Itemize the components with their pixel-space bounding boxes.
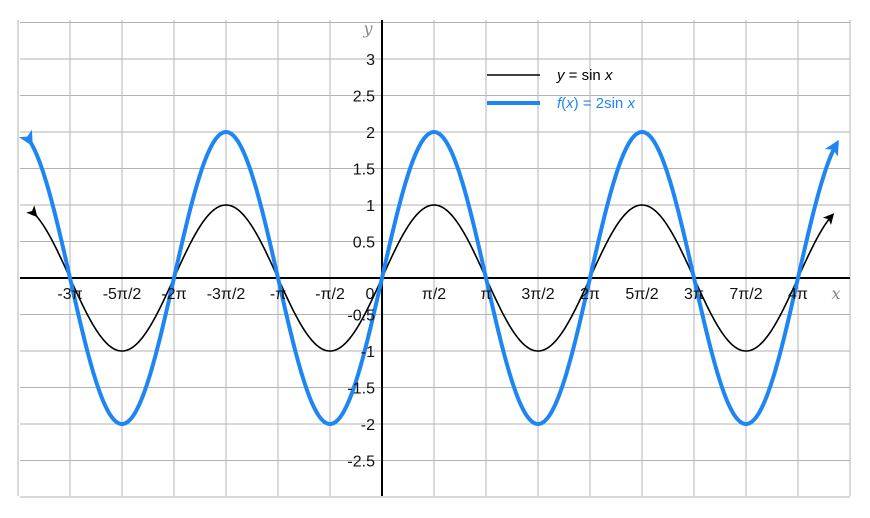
legend: y = sin x f(x) = 2sin x	[487, 67, 635, 112]
tick-labels: -3π -5π/2 -2π -3π/2 -π -π/2 0 π/2 π 3π/2 2π 5π/2 3π 7…	[57, 19, 840, 471]
y-tick-label: 1	[366, 198, 375, 215]
x-tick-label: 3π	[684, 286, 704, 303]
x-tick-label: -3π/2	[207, 286, 246, 303]
x-tick-label: -5π/2	[103, 286, 142, 303]
y-tick-label: 0.5	[353, 235, 375, 252]
y-tick-label: 1.5	[353, 162, 375, 179]
x-tick-label: π	[480, 286, 491, 303]
grid	[17, 20, 851, 498]
x-tick-label: 4π	[788, 286, 808, 303]
legend-label-f-2sin-x: f(x) = 2sin x	[557, 95, 635, 112]
y-tick-label: -1	[361, 344, 375, 361]
y-tick-label: 3	[366, 52, 375, 69]
legend-label-sin-x: y = sin x	[556, 67, 613, 84]
x-tick-label: -2π	[161, 286, 186, 303]
axes	[20, 20, 850, 496]
x-axis-label: x	[831, 284, 840, 303]
x-tick-label: 7π/2	[729, 286, 762, 303]
y-tick-label: -2	[361, 417, 375, 434]
series-line-sin-x	[26, 204, 835, 352]
y-axis-label: y	[362, 19, 373, 38]
series-layer	[18, 129, 839, 426]
y-tick-label: -2.5	[347, 454, 375, 471]
x-tick-label: 2π	[580, 286, 600, 303]
x-tick-label: -π	[270, 286, 286, 303]
x-tick-label: 0	[366, 286, 375, 303]
y-tick-label: 2.5	[353, 89, 375, 106]
series-line-f-2sin-x	[18, 129, 839, 426]
x-tick-label: -3π	[57, 286, 82, 303]
y-tick-label: -0.5	[347, 308, 375, 325]
x-tick-label: -π/2	[315, 286, 345, 303]
x-tick-label: π/2	[422, 286, 446, 303]
x-tick-label: 3π/2	[521, 286, 554, 303]
x-tick-label: 5π/2	[625, 286, 658, 303]
y-tick-label: -1.5	[347, 381, 375, 398]
y-tick-label: 2	[366, 125, 375, 142]
